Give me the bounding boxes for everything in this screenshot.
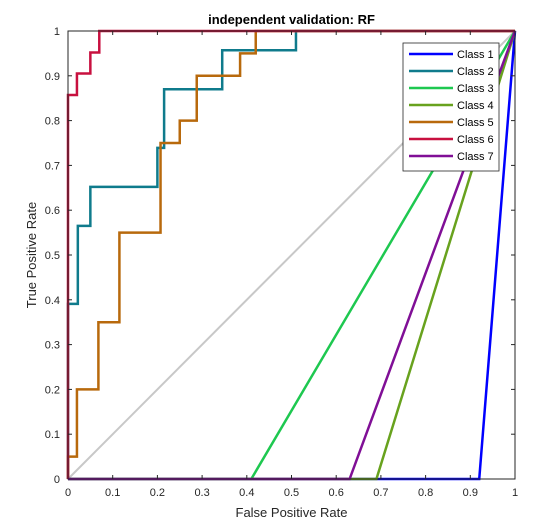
x-tick-label: 0.5: [284, 487, 299, 499]
legend-label: Class 1: [457, 49, 494, 61]
x-tick-label: 0.6: [329, 487, 344, 499]
x-tick-label: 0.7: [373, 487, 388, 499]
y-tick-label: 0.9: [45, 71, 60, 83]
y-tick-label: 0.2: [45, 384, 60, 396]
y-tick-label: 1: [54, 26, 60, 38]
x-axis-label: False Positive Rate: [236, 505, 348, 520]
y-tick-label: 0.3: [45, 340, 60, 352]
y-axis-label: True Positive Rate: [24, 202, 39, 308]
legend-label: Class 3: [457, 83, 494, 95]
series-line-class-5: [66, 29, 515, 479]
x-tick-label: 0.1: [105, 487, 120, 499]
legend-label: Class 6: [457, 134, 494, 146]
series-line-class-6: [66, 29, 515, 479]
legend-label: Class 7: [457, 151, 494, 163]
y-tick-label: 0: [54, 474, 60, 486]
x-tick-label: 0.9: [463, 487, 478, 499]
chart-title: independent validation: RF: [208, 12, 375, 27]
series-line-class-2: [66, 29, 515, 479]
y-tick-label: 0.4: [45, 295, 60, 307]
x-axis: 0 0.1 0.2 0.3 0.4 0.5 0.6 0.7 0.8 0.9 1: [65, 31, 518, 499]
legend: Class 1 Class 2 Class 3 Class 4 Class 5 Class…: [402, 42, 500, 172]
x-tick-label: 0.2: [150, 487, 165, 499]
legend-label: Class 4: [457, 100, 494, 112]
x-tick-label: 0: [65, 487, 71, 499]
legend-box: [402, 42, 500, 172]
legend-label: Class 5: [457, 117, 494, 129]
x-tick-label: 1: [512, 487, 518, 499]
y-tick-label: 0.8: [45, 116, 60, 128]
y-tick-label: 0.5: [45, 250, 60, 262]
x-tick-label: 0.8: [418, 487, 433, 499]
y-tick-label: 0.1: [45, 429, 60, 441]
y-tick-label: 0.7: [45, 160, 60, 172]
x-tick-label: 0.4: [239, 487, 254, 499]
y-axis: 0 0.1 0.2 0.3 0.4 0.5 0.6 0.7 0.8 0.9 1: [45, 26, 515, 486]
legend-label: Class 2: [457, 66, 494, 78]
y-tick-label: 0.6: [45, 205, 60, 217]
x-tick-label: 0.3: [194, 487, 209, 499]
